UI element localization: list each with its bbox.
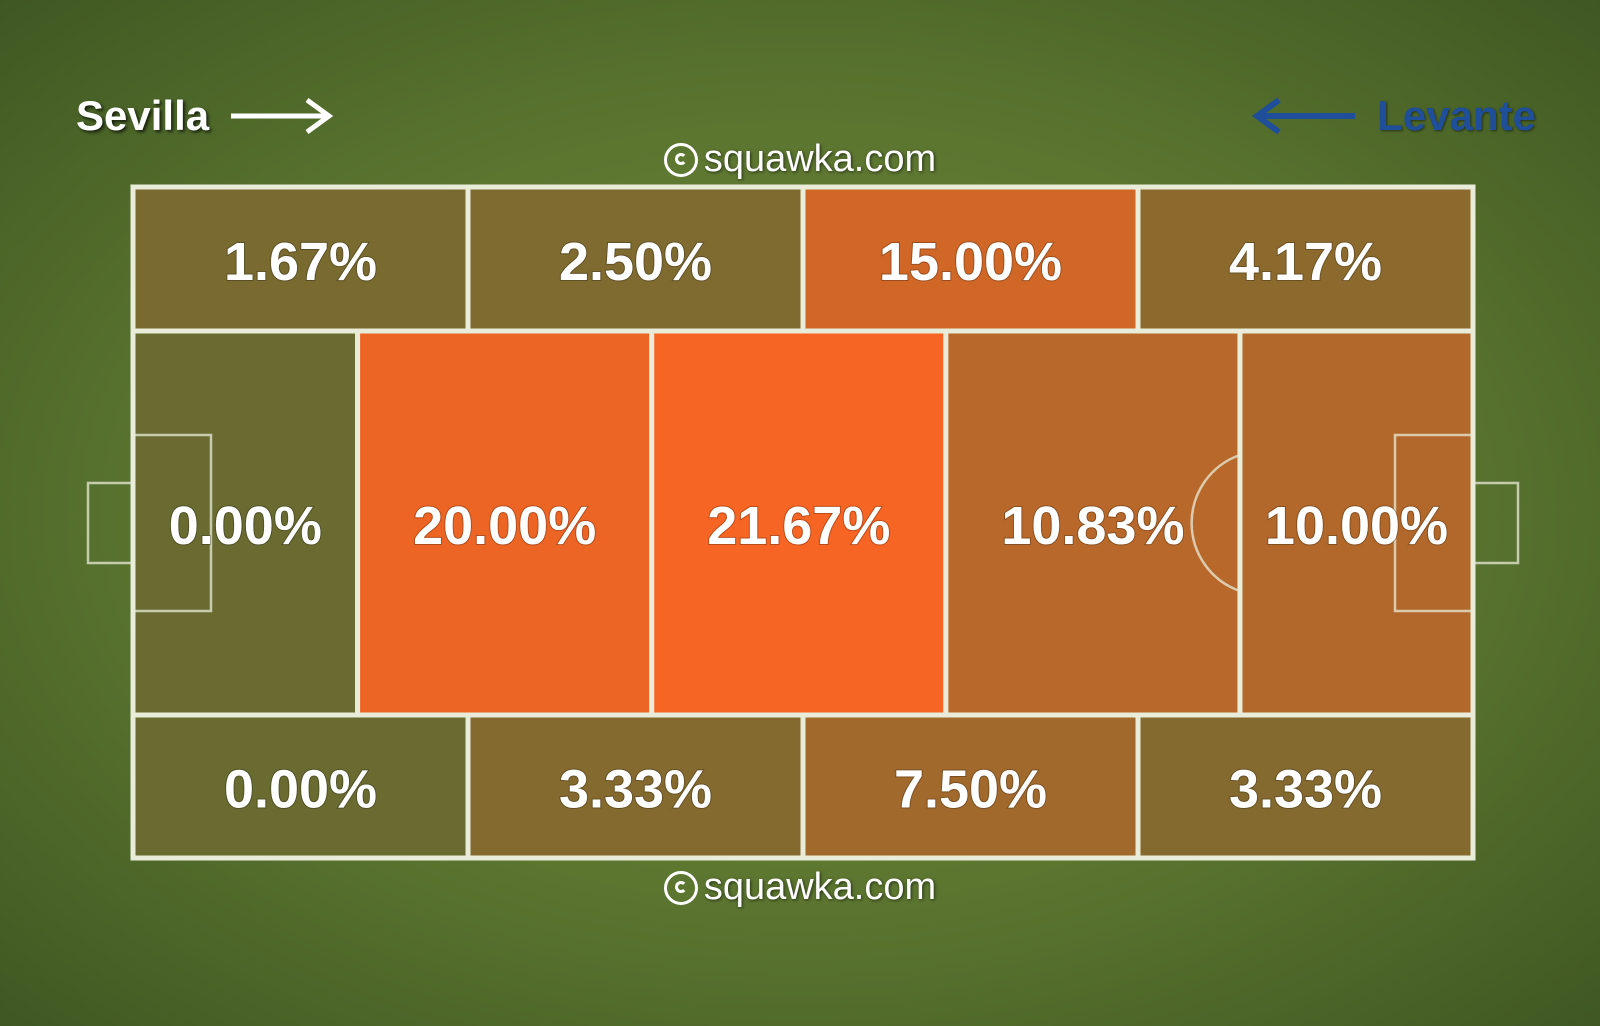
zone-label-top-4: 4.17% [1229,232,1382,292]
squawka-logo-icon [663,142,698,177]
watermark-top: squawka.com [0,138,1600,181]
watermark-bottom: squawka.com [0,866,1600,909]
goal-right [1471,481,1520,565]
zone-middle-2 [355,328,655,718]
pitch-border [131,185,1475,860]
zone-bottom-2 [465,712,806,861]
arrow-left-icon [1249,94,1359,138]
zone-label-bottom-2: 3.33% [559,760,712,820]
penalty-arc [1190,453,1241,593]
zone-middle-5 [1237,328,1476,718]
watermark-text: squawka.com [703,866,937,908]
zone-label-top-1: 1.67% [224,232,377,292]
zone-label-middle-4: 10.83% [1001,496,1184,556]
zone-label-top-2: 2.50% [559,232,712,292]
arrow-right-icon [227,94,337,138]
home-team-label: Sevilla [76,92,337,140]
zone-label-bottom-4: 3.33% [1229,760,1382,820]
zone-label-top-3: 15.00% [879,232,1062,292]
away-team-label: Levante [1249,92,1536,140]
zone-label-middle-3: 21.67% [707,496,890,556]
watermark-text: squawka.com [703,138,937,180]
zone-label-middle-1: 0.00% [169,496,322,556]
goal-left [86,481,135,565]
away-team-name: Levante [1377,92,1536,139]
zone-label-middle-5: 10.00% [1265,496,1448,556]
squawka-logo-icon [663,870,698,905]
zone-label-bottom-1: 0.00% [224,760,377,820]
zone-middle-3 [649,328,949,718]
home-team-name: Sevilla [76,92,210,139]
zone-label-bottom-3: 7.50% [894,760,1047,820]
zone-label-middle-2: 20.00% [413,496,596,556]
zone-bottom-1 [130,712,471,861]
